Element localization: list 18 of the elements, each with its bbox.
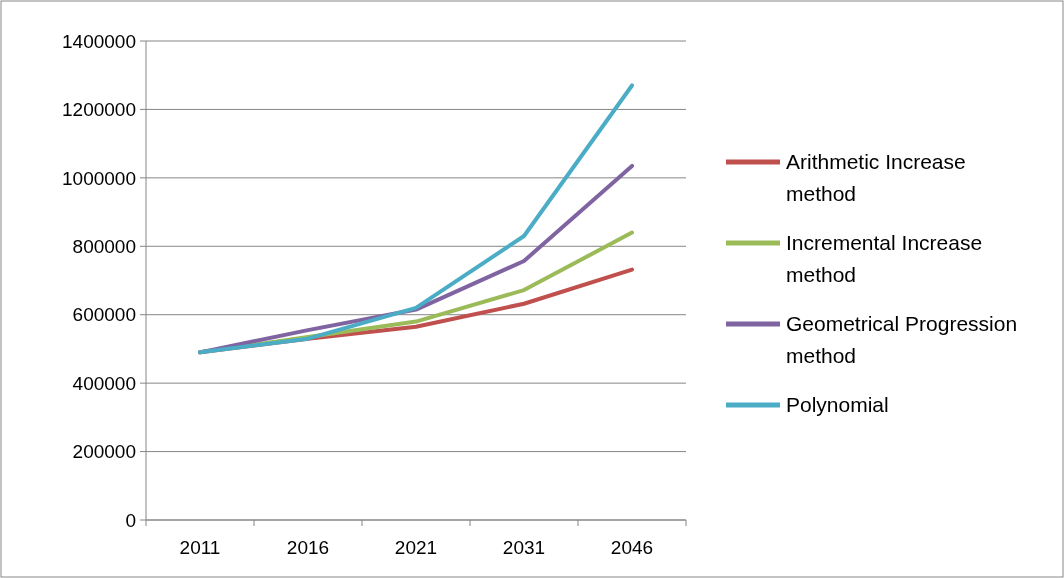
line-series	[198, 83, 634, 355]
x-tick-label: 2031	[502, 537, 546, 558]
y-tick-label: 800000	[72, 235, 136, 257]
y-tick-label: 1400000	[62, 30, 136, 52]
y-tick-label: 400000	[72, 372, 136, 394]
x-tick-label: 2011	[179, 537, 221, 558]
legend-label: Polynomial	[786, 393, 889, 417]
x-tick-label: 2016	[286, 537, 330, 558]
legend-label: Incremental Increase method	[786, 231, 983, 286]
y-tick-label: 1200000	[62, 99, 136, 121]
y-tick-label: 600000	[72, 304, 136, 326]
legend-label: Geometrical Progression method	[786, 312, 1018, 367]
x-tick-label: 2046	[610, 537, 654, 558]
x-tick-label: 2021	[394, 537, 438, 558]
y-tick-label: 200000	[72, 441, 136, 463]
y-tick-label: 0	[125, 509, 136, 531]
legend-label: Arithmetic Increase method	[786, 150, 966, 205]
y-tick-label: 1000000	[62, 167, 136, 189]
